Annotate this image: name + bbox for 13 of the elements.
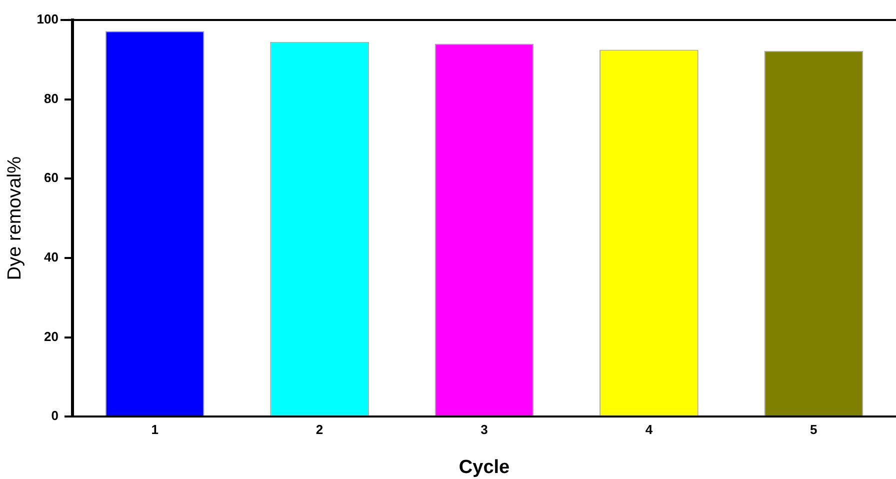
y-axis-title: Dye removal% bbox=[4, 156, 26, 280]
y-tick-label: 0 bbox=[51, 408, 58, 424]
y-tick-label: 60 bbox=[44, 170, 58, 186]
y-tick-label: 20 bbox=[44, 328, 58, 344]
y-tick-label: 80 bbox=[44, 90, 58, 106]
x-tick-label: 1 bbox=[151, 422, 158, 437]
x-tick-label: 5 bbox=[810, 422, 818, 437]
x-tick-label: 2 bbox=[316, 422, 324, 437]
x-axis-title: Cycle bbox=[458, 456, 510, 478]
x-tick-label: 3 bbox=[480, 422, 488, 437]
x-tick-label: 4 bbox=[645, 422, 654, 437]
y-tick-label: 100 bbox=[36, 12, 58, 27]
y-tick-label: 40 bbox=[44, 250, 58, 265]
